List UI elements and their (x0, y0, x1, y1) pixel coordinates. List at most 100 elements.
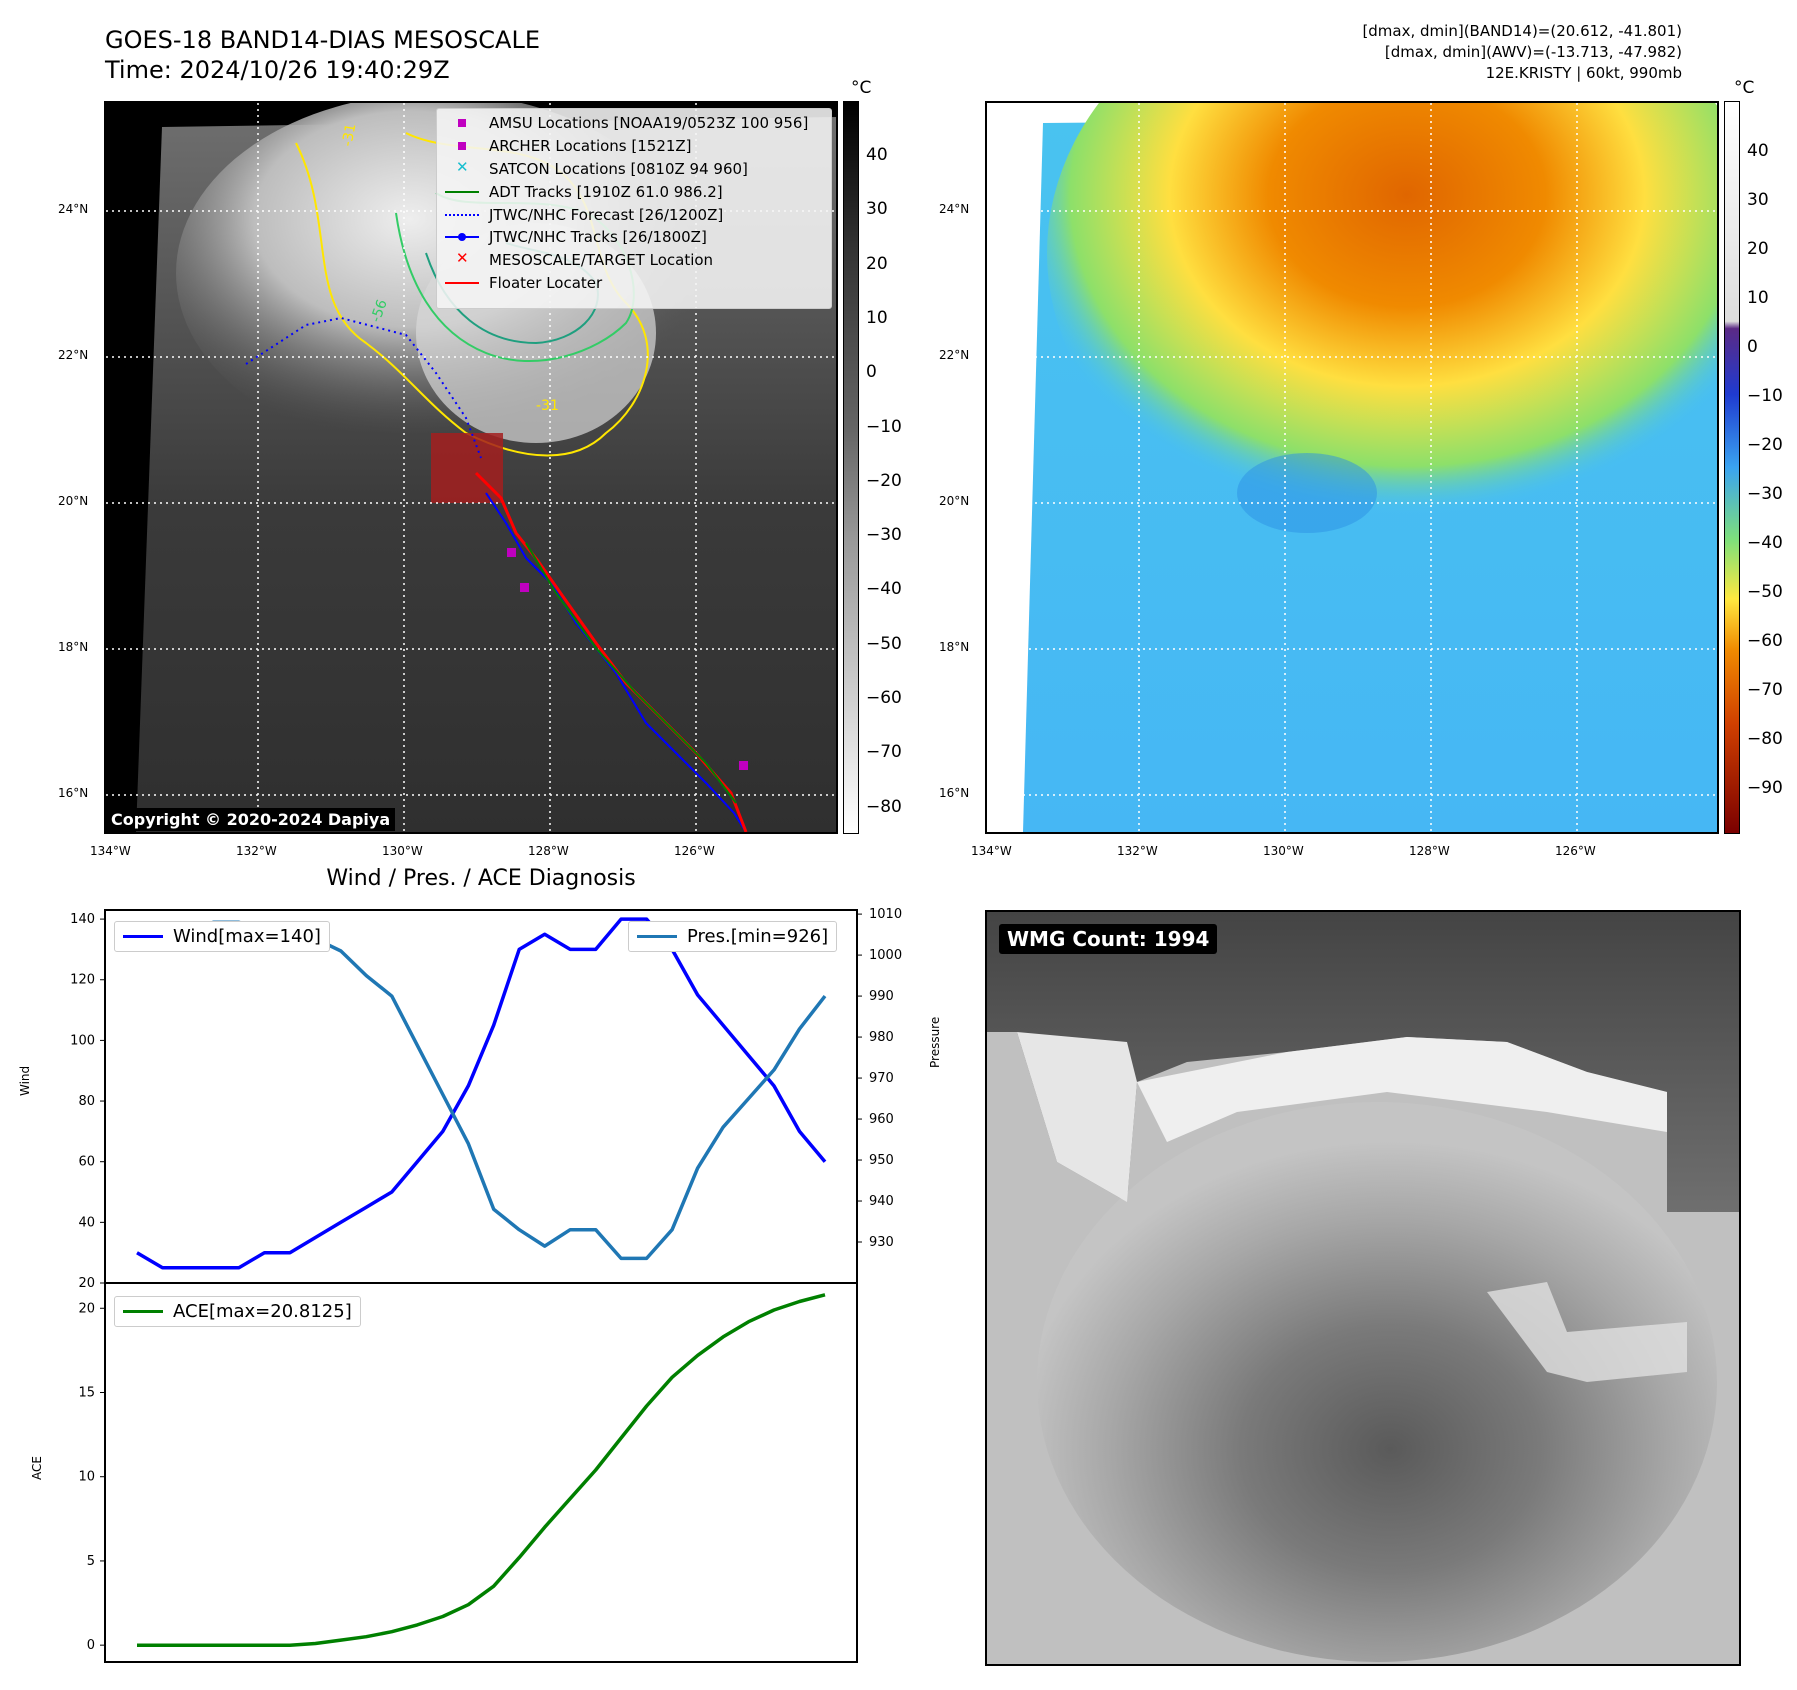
pressure-series-line (137, 920, 827, 1261)
ir-colorbar (843, 101, 859, 834)
pressure-tick-label: 1000 (869, 948, 902, 963)
colorbar-tick: 0 (866, 362, 877, 383)
chart-title: Wind / Pres. / ACE Diagnosis (326, 866, 636, 891)
colorbar-tick: −40 (866, 579, 902, 600)
colorbar-tick: −50 (866, 633, 902, 654)
lon-tick: 128°W (528, 844, 569, 858)
colorbar-tick: −70 (866, 742, 902, 763)
lon-tick: 134°W (90, 844, 131, 858)
colorbar-tick: 0 (1747, 337, 1758, 357)
ace-tick-label: 5 (87, 1554, 95, 1569)
pressure-axis-label: Pressure (928, 1016, 942, 1068)
line-icon (123, 1310, 163, 1313)
storm-info: 12E.KRISTY | 60kt, 990mb (1485, 64, 1682, 82)
lat-tick: 22°N (58, 348, 89, 362)
colorbar-tick: 30 (866, 199, 888, 220)
wmg-image (987, 912, 1739, 1664)
ace-tick-label: 10 (78, 1470, 95, 1485)
pressure-tick-label: 930 (869, 1235, 894, 1250)
legend-amsu: AMSU Locations [NOAA19/0523Z 100 956] (437, 112, 831, 135)
wmg-count-badge: WMG Count: 1994 (999, 924, 1218, 954)
band14-range: [dmax, dmin](BAND14)=(20.612, -41.801) (1362, 22, 1682, 40)
pressure-tick-label: 940 (869, 1194, 894, 1209)
colorbar-tick: −30 (866, 525, 902, 546)
awv-map-panel (985, 101, 1719, 834)
colorbar-tick: −30 (1747, 484, 1783, 504)
ace-axis-label: ACE (30, 1456, 44, 1480)
line-icon (445, 184, 479, 200)
lat-tick: 16°N (939, 786, 970, 800)
ace-legend: ACE[max=20.8125] (114, 1296, 361, 1327)
lon-tick: 132°W (236, 844, 277, 858)
map-legend: AMSU Locations [NOAA19/0523Z 100 956] AR… (436, 108, 832, 309)
pressure-legend: Pres.[min=926] (628, 921, 838, 952)
colorbar-tick: −40 (1747, 533, 1783, 553)
colorbar-tick: −10 (1747, 386, 1783, 406)
map-title: GOES-18 BAND14-DIAS MESOSCALE (105, 26, 541, 54)
colorbar-tick: −60 (1747, 631, 1783, 651)
colorbar-tick: 10 (866, 307, 888, 328)
colorbar-tick: 20 (1747, 239, 1769, 259)
lat-tick: 20°N (58, 494, 89, 508)
awv-colorbar (1724, 101, 1740, 834)
wind-tick-label: 140 (70, 912, 95, 927)
colorbar-tick: −70 (1747, 680, 1783, 700)
colorbar-unit: °C (1734, 78, 1755, 98)
x-marker-icon: ✕ (456, 249, 469, 268)
line-icon (123, 935, 163, 938)
colorbar-unit: °C (851, 78, 872, 98)
wind-tick-label: 60 (78, 1155, 95, 1170)
lat-tick: 22°N (939, 348, 970, 362)
map-time: Time: 2024/10/26 19:40:29Z (105, 56, 450, 84)
colorbar-tick: 30 (1747, 190, 1769, 210)
colorbar-tick: −20 (1747, 435, 1783, 455)
line-dot-icon (445, 229, 479, 245)
pressure-tick-label: 980 (869, 1030, 894, 1045)
legend-adt: ADT Tracks [1910Z 61.0 986.2] (437, 180, 831, 203)
colorbar-tick: −50 (1747, 582, 1783, 602)
wind-pressure-plot-frame (104, 909, 858, 1284)
legend-archer: ARCHER Locations [1521Z] (437, 135, 831, 158)
colorbar-tick: −80 (1747, 729, 1783, 749)
colorbar-tick: −90 (1747, 778, 1783, 798)
pressure-tick-label: 1010 (869, 907, 902, 922)
lon-tick: 134°W (971, 844, 1012, 858)
legend-forecast: JTWC/NHC Forecast [26/1200Z] (437, 203, 831, 226)
line-icon (637, 935, 677, 938)
legend-tracks: JTWC/NHC Tracks [26/1800Z] (437, 226, 831, 249)
lat-tick: 18°N (58, 640, 89, 654)
ace-tick-label: 15 (78, 1385, 95, 1400)
colorbar-tick: −60 (866, 688, 902, 708)
pressure-tick-label: 960 (869, 1112, 894, 1127)
wind-series-line (136, 917, 827, 1270)
ace-plot-frame (104, 1282, 858, 1663)
legend-mesoscale: ✕ MESOSCALE/TARGET Location (437, 249, 831, 272)
lat-tick: 24°N (939, 202, 970, 216)
wmg-panel: WMG Count: 1994 (985, 910, 1741, 1666)
wind-axis-label: Wind (18, 1065, 32, 1096)
diagnosis-chart: 2040608010012014093094095096097098099010… (70, 907, 902, 1663)
colorbar-tick: 10 (1747, 288, 1769, 308)
x-marker-icon: ✕ (456, 157, 469, 176)
wind-legend: Wind[max=140] (114, 921, 330, 952)
wind-tick-label: 100 (70, 1033, 95, 1048)
pressure-tick-label: 950 (869, 1153, 894, 1168)
wind-tick-label: 80 (78, 1094, 95, 1109)
copyright-badge: Copyright © 2020-2024 Dapiya (106, 808, 396, 831)
lon-tick: 126°W (674, 844, 715, 858)
colorbar-tick: −80 (866, 796, 902, 817)
pressure-tick-label: 970 (869, 1071, 894, 1086)
awv-map-image (987, 103, 1717, 832)
dotted-line-icon (445, 207, 479, 223)
ace-tick-label: 0 (87, 1638, 95, 1653)
awv-range: [dmax, dmin](AWV)=(-13.713, -47.982) (1384, 43, 1682, 61)
wind-tick-label: 40 (78, 1215, 95, 1230)
colorbar-tick: 40 (866, 145, 888, 165)
lat-tick: 18°N (939, 640, 970, 654)
wind-tick-label: 120 (70, 973, 95, 988)
legend-satcon: ✕ SATCON Locations [0810Z 94 960] (437, 158, 831, 181)
colorbar-tick: 40 (1747, 141, 1769, 161)
lat-tick: 24°N (58, 202, 89, 216)
lat-tick: 20°N (939, 494, 970, 508)
lon-tick: 128°W (1409, 844, 1450, 858)
